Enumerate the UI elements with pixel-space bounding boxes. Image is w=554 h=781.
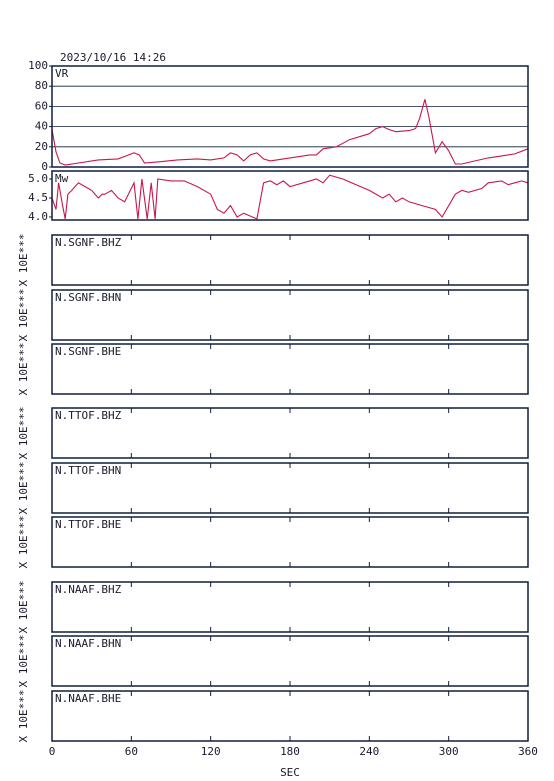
y-tick-label: 100 <box>28 59 48 72</box>
panel-label: N.SGNF.BHZ <box>55 236 122 249</box>
x-tick-label: 120 <box>201 745 221 758</box>
panel-frame <box>51 289 529 341</box>
y-axis-label: X 10E*** <box>17 462 30 515</box>
y-tick-label: 20 <box>35 140 48 153</box>
y-axis-label: X 10E*** <box>17 516 30 569</box>
x-tick-label: 0 <box>49 745 56 758</box>
panel-frame <box>51 234 529 286</box>
x-tick-label: 360 <box>518 745 538 758</box>
panel-frame <box>51 170 529 221</box>
series-name: VR <box>55 67 69 80</box>
x-tick-label: 60 <box>125 745 138 758</box>
panel-frame <box>51 462 529 514</box>
y-axis-label: X 10E*** <box>17 343 30 396</box>
x-tick-label: 240 <box>359 745 379 758</box>
y-axis-label: X 10E*** <box>17 289 30 342</box>
panel-frame <box>51 581 529 633</box>
panel-frame <box>51 635 529 687</box>
panel-label: N.TTOF.BHZ <box>55 409 122 422</box>
data-line <box>51 99 529 166</box>
y-tick-label: 0 <box>41 160 48 173</box>
panel-label: N.SGNF.BHN <box>55 291 121 304</box>
panel-label: N.NAAF.BHZ <box>55 583 122 596</box>
panel-frame <box>51 343 529 395</box>
panel-label: N.TTOF.BHE <box>55 518 121 531</box>
panel-label: N.NAAF.BHE <box>55 692 121 705</box>
panel-label: N.SGNF.BHE <box>55 345 121 358</box>
chart-title: 2023/10/16 14:26 <box>60 51 166 64</box>
panel-frame <box>51 516 529 568</box>
panel-label: N.TTOF.BHN <box>55 464 121 477</box>
x-tick-label: 180 <box>280 745 300 758</box>
y-tick-label: 4.0 <box>28 210 48 223</box>
series-name: Mw <box>55 172 69 185</box>
y-tick-label: 5.0 <box>28 172 48 185</box>
y-axis-label: X 10E*** <box>17 690 30 743</box>
panel-label: N.NAAF.BHN <box>55 637 121 650</box>
y-axis-label: X 10E*** <box>17 234 30 287</box>
panel-frame <box>51 690 529 742</box>
panel-frame <box>51 65 529 168</box>
y-tick-label: 40 <box>35 120 48 133</box>
x-tick-label: 300 <box>439 745 459 758</box>
y-tick-label: 80 <box>35 79 48 92</box>
y-tick-label: 60 <box>35 99 48 112</box>
y-axis-label: X 10E*** <box>17 635 30 688</box>
x-axis-label: SEC <box>280 766 300 779</box>
y-tick-label: 4.5 <box>28 191 48 204</box>
data-line <box>51 174 529 220</box>
panel-frame <box>51 407 529 459</box>
y-axis-label: X 10E*** <box>17 581 30 634</box>
y-axis-label: X 10E*** <box>17 407 30 460</box>
